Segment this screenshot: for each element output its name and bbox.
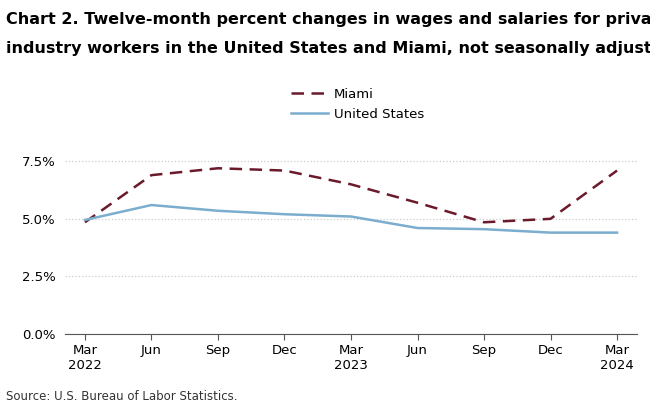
Text: Source: U.S. Bureau of Labor Statistics.: Source: U.S. Bureau of Labor Statistics. <box>6 390 238 403</box>
Text: industry workers in the United States and Miami, not seasonally adjusted: industry workers in the United States an… <box>6 41 650 56</box>
Text: Chart 2. Twelve-month percent changes in wages and salaries for private: Chart 2. Twelve-month percent changes in… <box>6 12 650 27</box>
Legend: Miami, United States: Miami, United States <box>291 88 424 121</box>
